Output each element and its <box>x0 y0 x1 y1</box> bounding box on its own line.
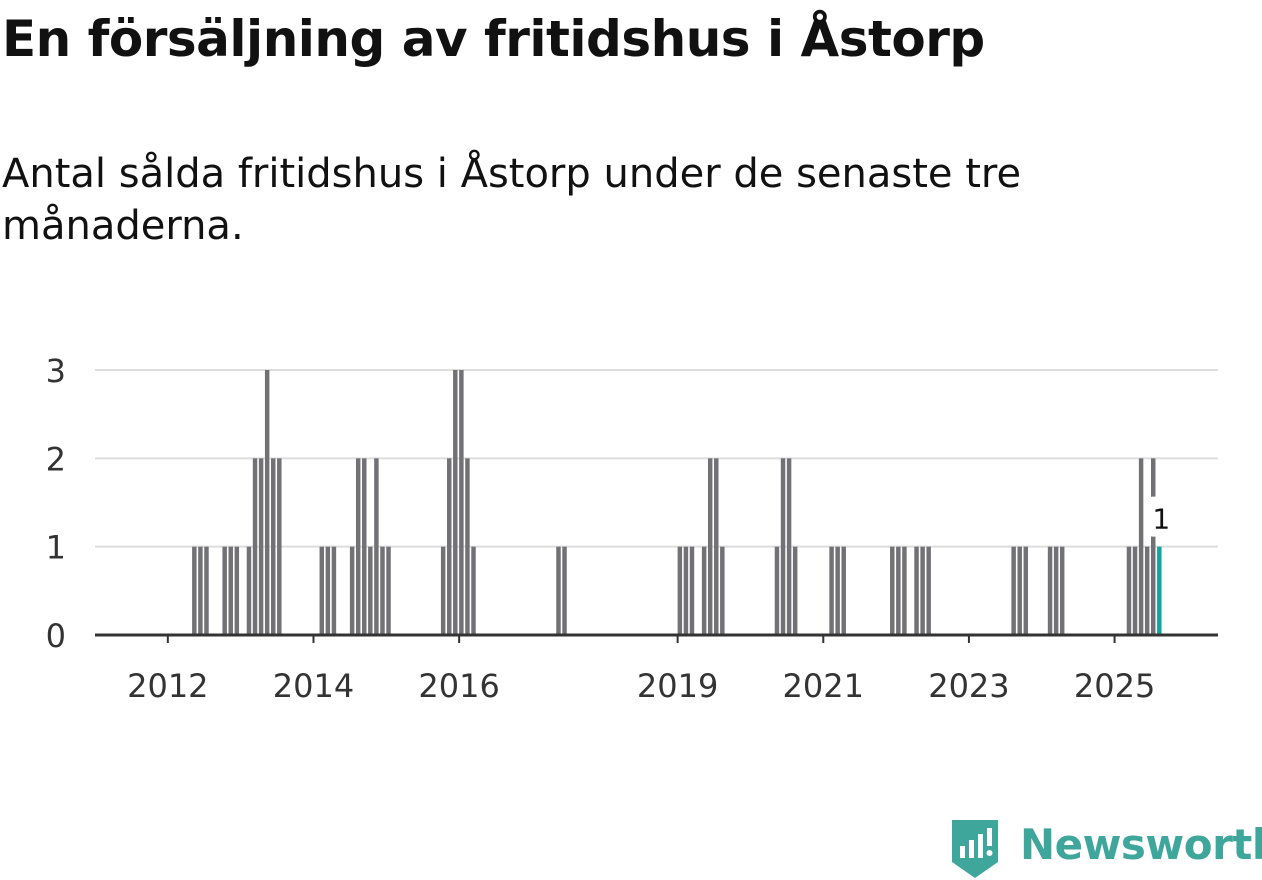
bar-chart: 0 1 2 3 2012 2014 2016 2019 2021 2023 2025 1 <box>46 352 1218 705</box>
bar <box>368 546 373 635</box>
bar <box>198 546 203 635</box>
bar <box>222 546 227 635</box>
x-tick-label: 2023 <box>928 667 1009 705</box>
bar <box>362 458 367 635</box>
bar <box>677 546 683 635</box>
x-tick-label: 2012 <box>127 667 208 705</box>
bar <box>246 546 252 635</box>
bar <box>325 546 331 635</box>
bar <box>1047 546 1053 635</box>
bar <box>192 546 197 635</box>
bar <box>277 458 282 635</box>
bar <box>349 546 355 635</box>
x-axis-labels: 2012 2014 2016 2019 2021 2023 2025 <box>127 635 1155 705</box>
y-tick-label: 2 <box>46 440 66 478</box>
bar <box>683 546 689 635</box>
bar <box>270 458 276 635</box>
bar <box>1023 546 1029 635</box>
bar <box>792 546 798 635</box>
bar <box>1144 546 1150 635</box>
y-tick-label: 3 <box>46 352 66 390</box>
annotations: 1 <box>1149 496 1170 537</box>
bar <box>780 458 786 635</box>
x-tick-label: 2021 <box>783 667 864 705</box>
grid-lines <box>95 369 1218 548</box>
brand-name: Newsworthy <box>1020 820 1262 869</box>
x-tick-label: 2016 <box>418 667 499 705</box>
bar <box>380 546 385 635</box>
bar <box>829 546 834 635</box>
bar <box>902 546 907 635</box>
bar <box>374 458 379 635</box>
x-tick-label: 2025 <box>1074 667 1155 705</box>
bar <box>562 546 567 635</box>
bar <box>920 546 925 635</box>
bar <box>228 546 233 635</box>
bar <box>707 458 713 635</box>
bar <box>841 546 846 635</box>
bar <box>355 458 361 635</box>
chart-subtitle: Antal sålda fritidshus i Åstorp under de… <box>2 151 1022 249</box>
bar <box>459 370 464 635</box>
bar <box>1126 546 1132 635</box>
bar <box>1150 458 1156 635</box>
bar-chart-badge-icon <box>952 820 998 878</box>
y-tick-label: 1 <box>46 529 66 567</box>
bar <box>701 546 707 635</box>
x-tick-label: 2019 <box>637 667 718 705</box>
bar <box>689 546 695 635</box>
bar-highlight <box>1157 546 1162 635</box>
bar <box>774 546 780 635</box>
bar <box>1017 546 1022 635</box>
bar <box>440 546 446 635</box>
bar <box>446 458 452 635</box>
y-axis-labels: 0 1 2 3 <box>46 352 66 655</box>
page-title: En försäljning av fritidshus i Åstorp <box>2 10 985 68</box>
bars <box>192 370 1162 635</box>
bar <box>914 546 919 635</box>
bar <box>234 546 240 635</box>
bar <box>714 458 719 635</box>
bar <box>471 546 476 635</box>
bar <box>1138 458 1144 635</box>
bar <box>204 546 209 635</box>
bar <box>331 546 337 635</box>
bar <box>926 546 931 635</box>
bar <box>465 458 470 635</box>
bar <box>453 370 458 635</box>
bar <box>386 546 391 635</box>
bar <box>1011 546 1016 635</box>
bar <box>264 370 270 635</box>
bar <box>1059 546 1065 635</box>
bar <box>890 546 895 635</box>
x-tick-label: 2014 <box>273 667 354 705</box>
newsworthy-logo[interactable]: Newsworthy <box>950 818 1262 878</box>
bar <box>786 458 792 635</box>
bar <box>252 458 258 635</box>
bar <box>319 546 325 635</box>
y-tick-label: 0 <box>46 617 66 655</box>
bar <box>720 546 725 635</box>
bar <box>1132 546 1138 635</box>
bar <box>556 546 561 635</box>
bar <box>896 546 901 635</box>
bar <box>258 458 264 635</box>
bar <box>835 546 840 635</box>
data-label: 1 <box>1152 503 1170 536</box>
data-label-background <box>1149 496 1170 537</box>
bar <box>1053 546 1059 635</box>
